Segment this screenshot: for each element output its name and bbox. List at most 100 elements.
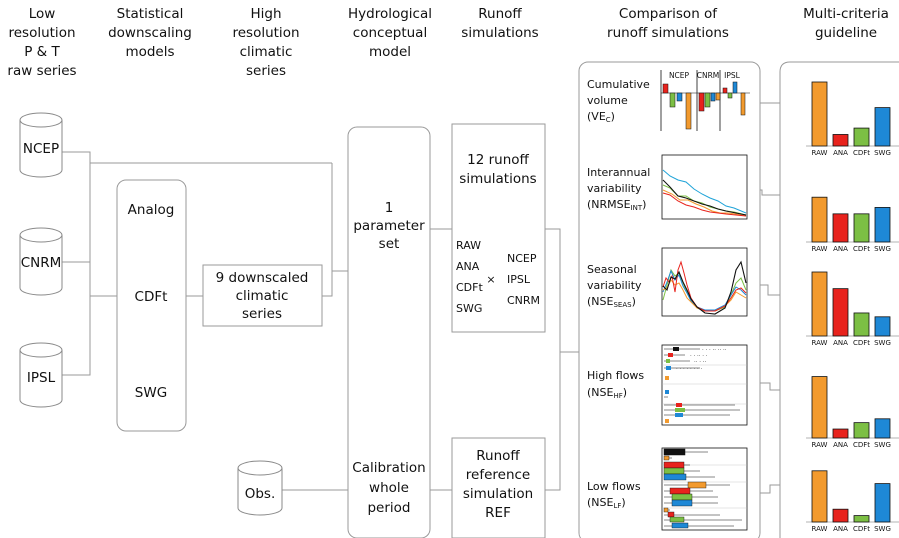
ve-group-label: NCEP xyxy=(669,71,690,80)
guideline-tick-label: RAW xyxy=(812,245,828,253)
downscaled-series-label: 9 downscaled climatic series xyxy=(216,270,309,322)
database-ipsl: IPSL xyxy=(19,342,63,408)
criterion-name: Seasonal xyxy=(587,263,637,276)
guideline-bar-ana xyxy=(832,288,849,337)
interannual-mini-chart xyxy=(661,154,748,220)
hf-box-row: · · · ·· ·· ·· xyxy=(664,347,727,353)
guideline-bar-raw xyxy=(811,81,828,147)
hf-box-row xyxy=(664,403,735,407)
criterion-name: High flows xyxy=(587,369,644,382)
header-downscaling-models: Statistical downscaling models xyxy=(108,6,192,60)
guideline-tick-label: CDFt xyxy=(853,245,870,253)
guideline-bar-raw xyxy=(811,376,828,439)
runoff-simulations-title: 12 runoff simulations xyxy=(459,152,536,187)
criterion-name: variability xyxy=(587,279,642,292)
criterion-name: Interannual xyxy=(587,166,650,179)
guideline-tick-label: CDFt xyxy=(853,525,870,533)
database-observations: Obs. xyxy=(237,460,283,516)
header-guideline: Multi-criteria guideline xyxy=(803,6,889,41)
ve-mini-chart: NCEP CNRM IPSL xyxy=(660,70,750,131)
header-comparison: Comparison of runoff simulations xyxy=(607,6,729,41)
connector-runoff-out xyxy=(545,228,579,353)
method-analog: Analog xyxy=(128,202,175,218)
guideline-bar-cdft xyxy=(853,422,870,439)
seas-line xyxy=(662,260,747,315)
guideline-chart: RAW ANA CDFt SWG xyxy=(806,470,899,533)
guideline-chart: RAW ANA CDFt SWG xyxy=(806,81,899,157)
reference-simulation-box: Runoff reference simulation REF xyxy=(451,437,546,538)
connector-ref-out xyxy=(545,352,561,491)
lf-box-row xyxy=(664,516,742,523)
ve-bar xyxy=(704,92,711,108)
guideline-tick-label: SWG xyxy=(874,339,891,347)
guideline-tick-label: SWG xyxy=(874,525,891,533)
guideline-tick-label: SWG xyxy=(874,149,891,157)
guideline-bar-cdft xyxy=(853,127,870,147)
lf-box-row xyxy=(664,481,730,489)
ve-bar xyxy=(740,92,746,116)
database-ncep: NCEP xyxy=(19,112,63,178)
calibration-label: Calibration whole period xyxy=(352,460,425,516)
guideline-tick-label: ANA xyxy=(833,149,848,157)
guideline-bar-raw xyxy=(811,271,828,337)
hf-box-row xyxy=(665,390,669,394)
criterion-abbr: (VEC) xyxy=(587,110,615,124)
seas-line xyxy=(662,269,747,311)
guideline-bar-cdft xyxy=(853,312,870,337)
ve-group-label: IPSL xyxy=(724,71,740,80)
header-runoff-simulations: Runoff simulations xyxy=(461,6,538,41)
seasonal-mini-chart xyxy=(661,247,748,317)
hf-box-row: · · ·· · · xyxy=(664,353,708,359)
hydrological-model-box: 1 parameter set Calibration whole period xyxy=(347,126,431,538)
runoff-methods-list: RAW ANA CDFt SWG xyxy=(456,239,483,315)
low-flows-mini-chart xyxy=(661,447,748,531)
int-line xyxy=(662,189,747,217)
guideline-tick-label: CDFt xyxy=(853,441,870,449)
guideline-tick-label: CDFt xyxy=(853,339,870,347)
guideline-tick-label: SWG xyxy=(874,245,891,253)
guideline-tick-label: ANA xyxy=(833,339,848,347)
hf-box-row xyxy=(664,408,740,412)
lf-box-row xyxy=(664,499,718,507)
criterion-name: volume xyxy=(587,94,628,107)
ve-bar xyxy=(727,92,733,99)
database-label: NCEP xyxy=(23,141,59,157)
guideline-bar-ana xyxy=(832,508,849,523)
ve-bar xyxy=(676,92,683,102)
downscaled-series-box: 9 downscaled climatic series xyxy=(202,264,323,327)
guideline-tick-label: ANA xyxy=(833,441,848,449)
database-label: IPSL xyxy=(27,370,56,386)
int-line xyxy=(662,192,747,217)
svg-text:· · · ·· ·· ··: · · · ·· ·· ·· xyxy=(702,347,727,353)
criterion-name: variability xyxy=(587,182,642,195)
parameter-set-label: 1 parameter set xyxy=(353,200,425,252)
hf-box-row: · · · · · · · · xyxy=(664,366,702,372)
svg-text:· · ·· · ·: · · ·· · · xyxy=(690,353,708,359)
criterion-hf: High flows (NSEHF) xyxy=(587,369,644,400)
runoff-reanalysis-list: NCEP IPSL CNRM xyxy=(507,252,540,307)
criterion-abbr: (NSELF) xyxy=(587,496,626,510)
downscaling-methods-box: Analog CDFt SWG xyxy=(116,179,187,432)
guideline-bar-cdft xyxy=(853,515,870,523)
ve-bar xyxy=(662,83,669,94)
hf-box-row: ·· · ·· xyxy=(664,359,706,365)
criterion-abbr: (NSEHF) xyxy=(587,386,627,400)
ve-bar xyxy=(669,92,676,108)
database-label: CNRM xyxy=(21,255,62,271)
header-hydrological-model: Hydrological conceptual model xyxy=(348,6,432,60)
connector-series-to-model xyxy=(322,163,333,297)
times-symbol: × xyxy=(486,273,495,286)
guideline-tick-label: CDFt xyxy=(853,149,870,157)
guideline-tick-label: ANA xyxy=(833,525,848,533)
criterion-int: Interannual variability (NRMSEINT) xyxy=(587,166,650,212)
int-line xyxy=(662,179,747,216)
ve-bar xyxy=(715,92,721,101)
hf-box-row xyxy=(665,376,669,380)
header-climatic-series: High resolution climatic series xyxy=(232,6,299,79)
